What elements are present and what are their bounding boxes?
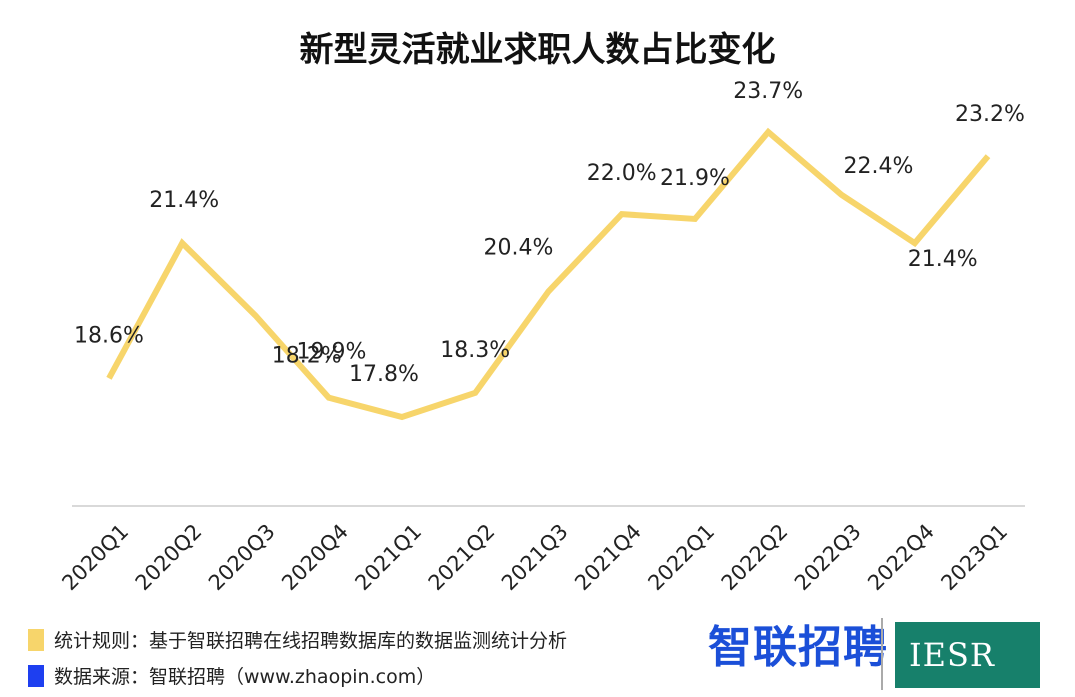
rule-note-text: 统计规则：基于智联招聘在线招聘数据库的数据监测统计分析	[54, 630, 568, 652]
x-tick-label: 2021Q3	[497, 519, 573, 595]
zhaopin-logo: 智联招聘	[708, 622, 888, 673]
series-layer	[106, 127, 991, 421]
rule-legend-swatch	[28, 628, 44, 651]
iesr-logo: IESR	[895, 622, 1040, 688]
data-label: 21.9%	[660, 166, 730, 191]
data-label: 18.3%	[440, 338, 510, 363]
x-tick-label: 2021Q1	[350, 519, 426, 595]
data-label: 21.4%	[908, 247, 978, 272]
data-label: 22.4%	[844, 154, 914, 179]
line-chart: 18.6% 21.4% 19.9%18.2% 17.8% 18.3% 20.4% 22.0%…	[57, 79, 1025, 595]
data-label: 23.7%	[733, 79, 803, 104]
x-tick-label: 2020Q4	[277, 519, 353, 595]
source-note-text: 数据来源：智联招聘（www.zhaopin.com）	[54, 666, 436, 688]
logo-divider	[881, 618, 883, 690]
x-tick-label: 2020Q3	[204, 519, 280, 595]
x-tick-label: 2023Q1	[936, 519, 1012, 595]
data-label: 21.4%	[149, 188, 219, 213]
data-label-layer: 18.6% 21.4% 19.9%18.2% 17.8% 18.3% 20.4% 22.0%…	[74, 79, 1025, 387]
data-label: 23.2%	[955, 102, 1025, 127]
x-tick-label: 2021Q4	[570, 519, 646, 595]
x-tick-label: 2022Q1	[643, 519, 719, 595]
x-tick-label: 2022Q4	[863, 519, 939, 595]
data-label: 18.6%	[74, 323, 144, 348]
x-tick-layer: 2020Q12020Q22020Q32020Q42021Q12021Q22021…	[57, 519, 1012, 595]
data-label: 20.4%	[484, 235, 554, 260]
data-label: 18.2%	[272, 344, 342, 369]
x-tick-label: 2020Q1	[57, 519, 133, 595]
iesr-logo-text: IESR	[909, 636, 996, 674]
data-label: 19.9%	[297, 340, 367, 365]
x-tick-label: 2022Q2	[717, 519, 793, 595]
x-tick-label: 2021Q2	[424, 519, 500, 595]
x-tick-label: 2020Q2	[131, 519, 207, 595]
chart-title: 新型灵活就业求职人数占比变化	[299, 30, 776, 70]
source-legend-swatch	[28, 664, 44, 687]
data-label: 22.0%	[587, 161, 657, 186]
source-note: 数据来源：智联招聘（www.zhaopin.com）	[28, 662, 435, 689]
data-label: 17.8%	[349, 362, 419, 387]
x-tick-label: 2022Q3	[790, 519, 866, 595]
rule-note: 统计规则：基于智联招聘在线招聘数据库的数据监测统计分析	[28, 626, 567, 653]
